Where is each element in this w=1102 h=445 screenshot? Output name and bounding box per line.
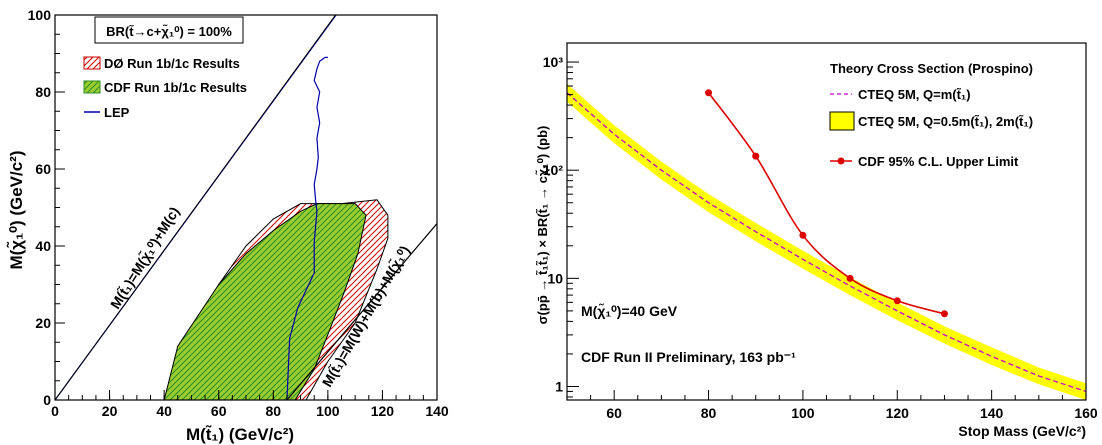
- x-axis-title: M(t̃₁) (GeV/c²): [186, 425, 294, 444]
- legend-swatch-d0: [83, 56, 101, 70]
- x-tick-label: 80: [701, 405, 717, 421]
- annotation-cdf-run: CDF Run II Preliminary, 163 pb⁻¹: [581, 349, 796, 365]
- x-tick-label: 140: [980, 405, 1004, 421]
- br-box: [94, 16, 244, 44]
- x-tick-label: 60: [211, 403, 227, 419]
- y-tick-label: 20: [35, 315, 51, 331]
- data-series: [567, 89, 1086, 393]
- y-tick-label: 80: [35, 84, 51, 100]
- legend-swatch-cdf: [83, 80, 101, 94]
- x-tick-label: 60: [606, 405, 622, 421]
- y-tick-label: 10³: [543, 54, 564, 70]
- y-tick-label: 1: [555, 378, 563, 394]
- x-axis-title: Stop Mass (GeV/c²): [958, 423, 1086, 439]
- y-tick-label: 10: [547, 270, 563, 286]
- y-tick-label: 100: [28, 7, 52, 23]
- cdf-limit-point: [893, 297, 901, 305]
- line-label-charm: M(t̃₁)=M(χ̃₁⁰)+M(c): [106, 203, 182, 311]
- cdf-limit-point: [940, 310, 948, 318]
- theory-central-line: [567, 92, 1086, 393]
- br-label: BR(t̃→c+χ̃₁⁰) = 100%: [106, 24, 232, 39]
- y-tick-label: 40: [35, 238, 51, 254]
- cdf-excluded-region: [163, 203, 367, 400]
- legend-label-limit: CDF 95% C.L. Upper Limit: [858, 154, 1019, 169]
- cdf-limit-point: [752, 152, 760, 160]
- x-tick-label: 80: [265, 403, 281, 419]
- theory-band: [567, 83, 1086, 400]
- x-tick-label: 120: [886, 405, 910, 421]
- reference-line: [55, 15, 337, 400]
- y-axis-title: M(χ̃₁⁰) (GeV/c²): [6, 150, 26, 269]
- y-tick-label: 60: [35, 161, 51, 177]
- exclusion-plot: 0 20 40 60 80 100 120 140 0 20 40 60 80 100 M(t̃₁)=M(…: [6, 7, 449, 444]
- x-tick-label: 100: [791, 405, 815, 421]
- x-tick-label: 40: [156, 403, 172, 419]
- legend: Theory Cross Section (Prospino) CTEQ 5M,…: [829, 61, 1033, 169]
- kinematic-lines: [55, 15, 437, 400]
- legend-label-central: CTEQ 5M, Q=m(t̃₁): [858, 87, 971, 102]
- cdf-limit-point: [846, 274, 854, 282]
- y-axis-title: σ(pp̄ → t̃₁t̃₁) × BR(t̃₁ → cχ̃₁⁰) (pb): [535, 126, 550, 325]
- cdf-limit-point: [705, 89, 713, 97]
- legend-label-band: CTEQ 5M, Q=0.5m(t̃₁), 2m(t̃₁): [858, 114, 1033, 129]
- legend-label-lep: LEP: [104, 105, 130, 120]
- legend-label-d0: DØ Run 1b/1c Results: [104, 56, 240, 71]
- annotation-neutralino-mass: M(χ̃₁⁰)=40 GeV: [581, 302, 678, 319]
- x-tick-label: 100: [316, 403, 340, 419]
- legend-marker-limit: [837, 157, 845, 165]
- scale-uncertainty-band: [567, 83, 1086, 400]
- x-tick-label: 20: [102, 403, 118, 419]
- exclusion-regions: [163, 56, 389, 400]
- legend: DØ Run 1b/1c Results CDF Run 1b/1c Resul…: [83, 56, 247, 120]
- x-tick-label: 160: [1074, 405, 1098, 421]
- y-tick-label: 0: [43, 392, 51, 408]
- cross-section-plot: 60 80 100 120 140 160 1 10 10² 10³ Theory Cross S…: [535, 42, 1098, 439]
- x-tick-label: 140: [425, 403, 449, 419]
- x-tick-label: 120: [371, 403, 395, 419]
- plot-frame: [566, 42, 1087, 401]
- axis-ticks: 0 20 40 60 80 100 120 140 0 20 40 60 80 100: [28, 7, 449, 419]
- x-tick-label: 0: [51, 403, 59, 419]
- legend-title: Theory Cross Section (Prospino): [830, 61, 1033, 76]
- lep-limit-line: [286, 56, 328, 400]
- wb-threshold-line: [286, 222, 437, 400]
- legend-label-cdf: CDF Run 1b/1c Results: [104, 80, 247, 95]
- legend-swatch-band: [829, 111, 855, 131]
- axis-ticks: 60 80 100 120 140 160 1 10 10² 10³: [543, 54, 1098, 421]
- y-tick-label: 10²: [543, 162, 564, 178]
- cdf-limit-point: [799, 231, 807, 239]
